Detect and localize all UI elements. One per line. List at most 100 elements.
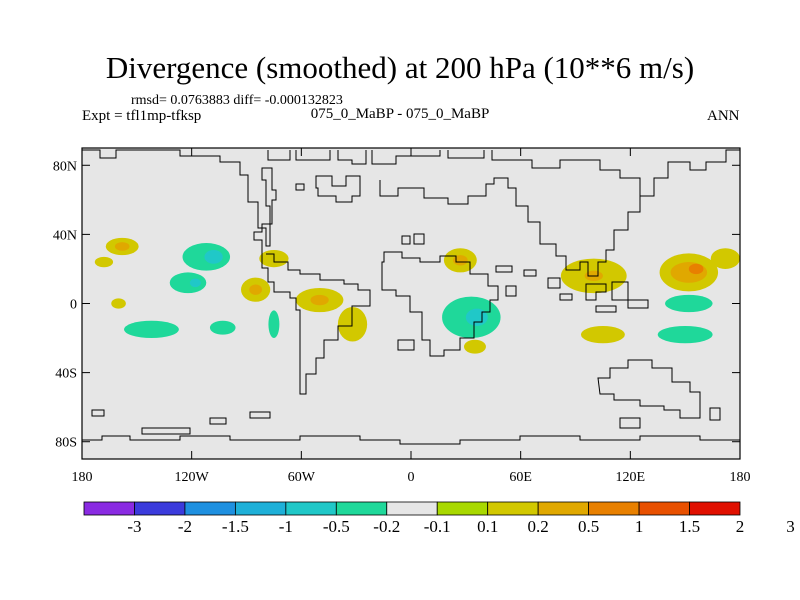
y-tick-label-1: 40N bbox=[53, 228, 77, 243]
field-blob-8 bbox=[249, 284, 263, 295]
coastline-19 bbox=[585, 283, 607, 301]
colorbar-swatch-6 bbox=[386, 501, 438, 516]
colorbar-swatch-4 bbox=[285, 501, 337, 516]
coastline-16 bbox=[523, 269, 537, 277]
coastline-17 bbox=[547, 277, 561, 289]
coastline-23 bbox=[597, 359, 701, 419]
field-blob-23 bbox=[670, 262, 708, 283]
coastline-26 bbox=[91, 409, 105, 417]
field-blob-30 bbox=[111, 298, 126, 309]
field-blob-6 bbox=[189, 278, 201, 288]
field-blob-13 bbox=[337, 306, 368, 342]
coastline-3 bbox=[337, 150, 367, 165]
field-blob-25 bbox=[710, 248, 741, 269]
coastline-28 bbox=[209, 417, 227, 425]
colorbar-label-1: -2 bbox=[178, 517, 192, 536]
field-blob-24 bbox=[688, 263, 704, 275]
y-tick-label-4: 80S bbox=[55, 436, 77, 451]
axes: 180 120W 60W 0 60E 120E 180 80N 40N 0 40S 80S bbox=[53, 148, 751, 485]
coastline-24 bbox=[709, 407, 721, 421]
coastline-29 bbox=[249, 411, 271, 419]
colorbar-label-7: 0.1 bbox=[477, 517, 498, 536]
map-panel bbox=[81, 147, 741, 460]
divergence-field bbox=[94, 237, 741, 354]
colorbar: -3 -2 -1.5 -1 -0.5 -0.2 -0.1 0.1 0.2 0.5 1 1.5 2 3 bbox=[83, 501, 795, 536]
coastline-8 bbox=[295, 183, 305, 191]
coastline-27 bbox=[141, 427, 191, 435]
x-tick-label-6: 180 bbox=[730, 470, 751, 485]
colorbar-label-6: -0.1 bbox=[424, 517, 451, 536]
colorbar-label-10: 1 bbox=[635, 517, 644, 536]
coastline-0 bbox=[82, 149, 371, 395]
coastline-9 bbox=[379, 177, 641, 277]
coastline-4 bbox=[371, 150, 441, 165]
stats-label: rmsd= 0.0763883 diff= -0.000132823 bbox=[131, 93, 343, 108]
colorbar-swatch-5 bbox=[335, 501, 388, 516]
colorbar-label-2: -1.5 bbox=[222, 517, 249, 536]
y-tick-label-2: 0 bbox=[70, 298, 77, 313]
field-blob-29 bbox=[94, 256, 114, 268]
field-blob-19 bbox=[464, 339, 486, 354]
colorbar-swatch-12 bbox=[689, 501, 741, 516]
field-blob-10 bbox=[209, 320, 236, 335]
coastline-30 bbox=[619, 417, 641, 429]
field-blob-12 bbox=[310, 294, 329, 306]
coastlines bbox=[82, 149, 740, 445]
field-blob-27 bbox=[580, 325, 625, 344]
colorbar-label-9: 0.5 bbox=[578, 517, 599, 536]
coastline-10 bbox=[401, 235, 411, 245]
colorbar-label-12: 2 bbox=[736, 517, 745, 536]
x-tick-label-1: 120W bbox=[175, 470, 210, 485]
x-tick-label-3: 0 bbox=[408, 470, 415, 485]
colorbar-swatch-9 bbox=[537, 501, 590, 516]
field-blob-26 bbox=[665, 294, 713, 313]
coastline-18 bbox=[559, 293, 573, 301]
coastline-5 bbox=[447, 150, 485, 159]
coastline-21 bbox=[595, 305, 617, 313]
coastline-25 bbox=[82, 435, 740, 445]
field-blob-9 bbox=[124, 320, 179, 339]
y-tick-label-3: 40S bbox=[55, 367, 77, 382]
x-tick-label-5: 120E bbox=[616, 470, 646, 485]
colorbar-swatch-2 bbox=[184, 501, 236, 516]
coastline-11 bbox=[413, 233, 425, 245]
coastline-2 bbox=[295, 150, 331, 161]
coastline-14 bbox=[495, 265, 513, 273]
map-background bbox=[82, 148, 740, 459]
colorbar-label-4: -0.5 bbox=[323, 517, 350, 536]
colorbar-swatch-8 bbox=[487, 501, 539, 516]
colorbar-label-3: -1 bbox=[279, 517, 293, 536]
x-tick-label-4: 60E bbox=[509, 470, 532, 485]
experiment-label: Expt = tfl1mp-tfksp bbox=[82, 108, 202, 124]
chart-title: Divergence (smoothed) at 200 hPa (10**6 … bbox=[105, 50, 695, 85]
season-label: ANN bbox=[707, 108, 740, 124]
field-blob-18 bbox=[465, 308, 488, 326]
colorbar-swatch-0 bbox=[83, 501, 135, 516]
colorbar-swatch-1 bbox=[134, 501, 186, 516]
colorbar-swatch-7 bbox=[436, 501, 489, 516]
coastline-22 bbox=[627, 299, 649, 309]
case-id-label: 075_0_MaBP - 075_0_MaBP bbox=[310, 106, 490, 122]
y-tick-label-0: 80N bbox=[53, 159, 77, 174]
coastline-1 bbox=[267, 150, 291, 161]
colorbar-label-5: -0.2 bbox=[373, 517, 400, 536]
colorbar-swatch-3 bbox=[234, 501, 287, 516]
coastline-12 bbox=[381, 251, 499, 357]
coastline-15 bbox=[505, 285, 517, 297]
colorbar-label-11: 1.5 bbox=[679, 517, 700, 536]
x-tick-label-2: 60W bbox=[288, 470, 316, 485]
coastline-7 bbox=[315, 175, 361, 203]
field-blob-28 bbox=[657, 325, 713, 344]
field-blob-1 bbox=[114, 242, 130, 251]
colorbar-label-0: -3 bbox=[127, 517, 141, 536]
field-blob-3 bbox=[204, 249, 223, 264]
coastline-13 bbox=[397, 339, 415, 351]
field-blob-16 bbox=[453, 255, 468, 266]
colorbar-label-8: 0.2 bbox=[528, 517, 549, 536]
field-blob-5 bbox=[169, 272, 207, 294]
colorbar-swatch-10 bbox=[588, 501, 640, 516]
x-tick-label-0: 180 bbox=[72, 470, 93, 485]
field-blob-14 bbox=[268, 310, 280, 339]
colorbar-swatch-11 bbox=[638, 501, 690, 516]
